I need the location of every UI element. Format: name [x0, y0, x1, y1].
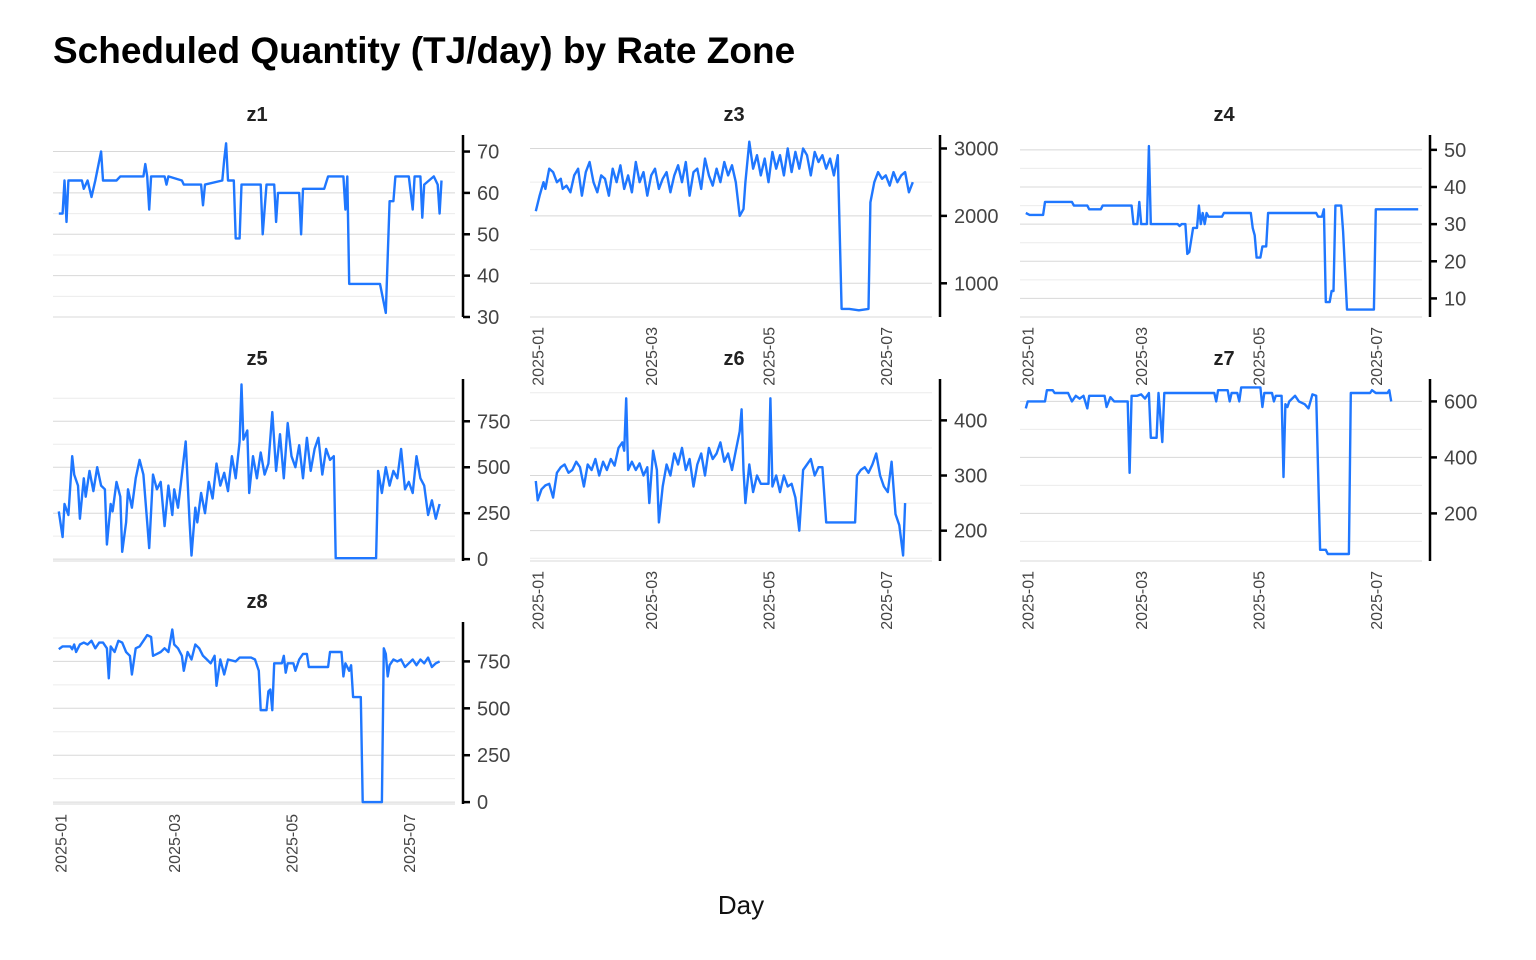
x-tick-label: 2025-05 — [285, 814, 302, 873]
series-line-z6 — [534, 397, 907, 557]
y-tick-label: 2000 — [954, 206, 999, 228]
x-tick-label: 2025-05 — [762, 327, 779, 386]
series-line-z4 — [1025, 144, 1419, 311]
x-tick-label: 2025-03 — [167, 814, 184, 873]
y-tick-label: 250 — [477, 503, 510, 525]
y-tick-label: 250 — [477, 745, 510, 767]
y-tick-label: 70 — [477, 142, 499, 164]
x-tick-label: 2025-07 — [402, 814, 419, 873]
y-tick-label: 200 — [1444, 503, 1477, 525]
x-tick-label: 2025-07 — [1369, 327, 1386, 386]
y-tick-label: 400 — [954, 410, 987, 432]
y-tick-label: 750 — [477, 411, 510, 433]
x-tick-label: 2025-01 — [1021, 327, 1038, 386]
y-tick-label: 40 — [1444, 177, 1466, 199]
chart-title: Scheduled Quantity (TJ/day) by Rate Zone — [53, 30, 796, 71]
x-tick-label: 2025-05 — [1252, 327, 1269, 386]
series-line-z1 — [58, 142, 443, 315]
x-tick-label: 2025-07 — [1369, 571, 1386, 630]
y-tick-label: 50 — [1444, 140, 1466, 162]
y-tick-label: 3000 — [954, 138, 999, 160]
y-tick-label: 50 — [477, 224, 499, 246]
panel-title: z7 — [1213, 348, 1234, 370]
y-tick-label: 40 — [477, 266, 499, 288]
x-tick-label: 2025-01 — [531, 327, 548, 386]
y-tick-label: 1000 — [954, 273, 999, 295]
y-tick-label: 300 — [954, 466, 987, 488]
x-tick-label: 2025-07 — [879, 571, 896, 630]
x-tick-label: 2025-03 — [1134, 571, 1151, 630]
panel-z4: z4 10 20 30 40 50 2025-01 2025-03 2025-05 2025-07 — [1020, 104, 1466, 386]
x-tick-label: 2025-07 — [879, 327, 896, 386]
y-tick-label: 400 — [1444, 447, 1477, 469]
series-line-z7 — [1024, 386, 1393, 556]
y-tick-label: 30 — [1444, 214, 1466, 236]
y-tick-label: 20 — [1444, 251, 1466, 273]
panel-title: z8 — [246, 591, 267, 613]
x-axis-title: Day — [718, 890, 764, 920]
panel-z1: z1 30 40 50 60 70 — [53, 104, 499, 329]
panel-title: z4 — [1213, 104, 1235, 126]
y-tick-label: 500 — [477, 457, 510, 479]
x-tick-label: 2025-01 — [54, 814, 71, 873]
panel-z6: z6 200 300 400 2025-01 2025-03 2025-05 2025-07 — [530, 348, 987, 630]
series-line-z3 — [534, 140, 914, 312]
y-tick-label: 10 — [1444, 288, 1466, 310]
y-tick-label: 200 — [954, 521, 987, 543]
y-tick-label: 750 — [477, 651, 510, 673]
panel-z5: z5 0 250 500 750 — [53, 348, 510, 571]
x-tick-label: 2025-03 — [644, 571, 661, 630]
y-tick-label: 500 — [477, 698, 510, 720]
series-line-z8 — [58, 628, 441, 804]
panel-title: z5 — [246, 348, 267, 370]
panel-title: z3 — [723, 104, 744, 126]
x-tick-label: 2025-03 — [644, 327, 661, 386]
panel-title: z1 — [246, 104, 267, 126]
y-tick-label: 30 — [477, 307, 499, 329]
x-tick-label: 2025-01 — [531, 571, 548, 630]
series-line-z5 — [57, 383, 441, 560]
x-tick-label: 2025-05 — [762, 571, 779, 630]
panel-title: z6 — [723, 348, 744, 370]
y-tick-label: 600 — [1444, 391, 1477, 413]
y-tick-label: 0 — [477, 792, 488, 814]
y-tick-label: 0 — [477, 549, 488, 571]
panel-z7: z7 200 400 600 2025-01 2025-03 2025-05 2025-07 — [1020, 348, 1477, 630]
panel-z3: z3 1000 2000 3000 2025-01 2025-03 2025-05 2025-… — [530, 104, 999, 386]
x-tick-label: 2025-05 — [1252, 571, 1269, 630]
panel-z8: z8 0 250 500 750 2025-01 2025-03 2025-05 2025-07 — [53, 591, 510, 873]
y-tick-label: 60 — [477, 183, 499, 205]
x-tick-label: 2025-03 — [1134, 327, 1151, 386]
x-tick-label: 2025-01 — [1021, 571, 1038, 630]
